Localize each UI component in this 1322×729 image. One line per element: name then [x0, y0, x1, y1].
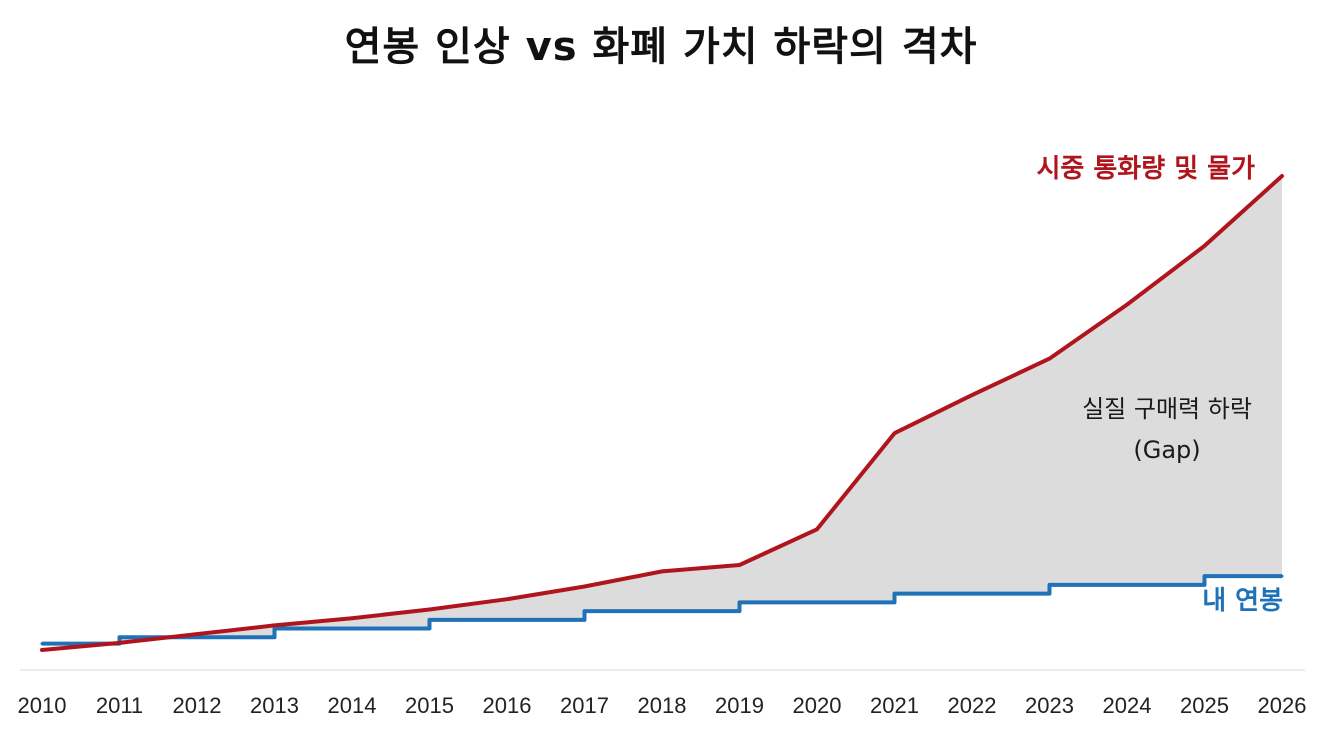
salary-point-2017 [583, 609, 586, 613]
money-supply-point-2026 [1280, 174, 1284, 178]
x-tick-label-2011: 2011 [96, 693, 143, 718]
x-tick-label-2014: 2014 [328, 693, 377, 718]
money-supply-point-2012 [195, 632, 199, 636]
salary-point-2014 [350, 627, 354, 631]
money-supply-point-2019 [738, 563, 741, 567]
salary-point-2013 [273, 627, 276, 631]
salary-point-2024 [1125, 583, 1129, 587]
money-supply-point-2013 [273, 623, 276, 627]
salary-point-2021 [893, 592, 896, 596]
series-points [40, 174, 1284, 652]
salary-point-2010 [40, 642, 44, 646]
x-tick-label-2017: 2017 [560, 693, 609, 718]
x-tick-label-2023: 2023 [1025, 693, 1074, 718]
chart-title: 연봉 인상 vs 화폐 가치 하락의 격차 [344, 24, 978, 70]
x-tick-label-2021: 2021 [870, 693, 919, 718]
x-tick-label-2010: 2010 [18, 693, 67, 718]
money-supply-point-2025 [1203, 244, 1206, 248]
x-tick-label-2022: 2022 [948, 693, 997, 718]
money-supply-point-2017 [583, 584, 586, 588]
gap-annotation-line1: 실질 구매력 하락 [1082, 395, 1252, 423]
x-tick-label-2013: 2013 [250, 693, 299, 718]
money-supply-point-2016 [505, 597, 509, 601]
series-label-money-supply: 시중 통화량 및 물가 [1036, 154, 1255, 184]
salary-point-2026 [1280, 574, 1284, 578]
money-supply-point-2022 [970, 393, 974, 397]
money-supply-point-2018 [660, 569, 664, 573]
salary-point-2022 [970, 592, 974, 596]
x-tick-label-2026: 2026 [1258, 693, 1307, 718]
x-tick-label-2012: 2012 [173, 693, 222, 718]
gap-annotation-line2: (Gap) [1133, 436, 1200, 464]
money-supply-point-2010 [40, 648, 44, 652]
series-label-salary: 내 연봉 [1202, 586, 1283, 616]
gap-area [119, 175, 1282, 643]
money-supply-point-2014 [350, 616, 354, 620]
money-supply-point-2021 [893, 431, 896, 435]
x-tick-label-2020: 2020 [793, 693, 842, 718]
salary-point-2011 [118, 635, 121, 639]
money-supply-point-2020 [815, 527, 819, 531]
salary-point-2020 [815, 600, 819, 604]
money-supply-point-2024 [1125, 303, 1129, 307]
salary-point-2015 [428, 618, 431, 622]
x-tick-label-2019: 2019 [715, 693, 764, 718]
x-tick-label-2018: 2018 [638, 693, 687, 718]
x-tick-label-2016: 2016 [483, 693, 532, 718]
x-tick-label-2024: 2024 [1103, 693, 1152, 718]
salary-point-2016 [505, 618, 509, 622]
x-tick-label-2025: 2025 [1180, 693, 1229, 718]
money-supply-point-2011 [118, 641, 121, 645]
salary-point-2018 [660, 609, 664, 613]
salary-point-2023 [1048, 583, 1051, 587]
money-supply-point-2023 [1048, 357, 1051, 361]
salary-point-2012 [195, 635, 199, 639]
x-tick-label-2015: 2015 [405, 693, 454, 718]
x-axis-ticks: 2010 2011 2012 2013 2014 2015 2016 2017 2018 2019… [18, 693, 1307, 718]
salary-point-2019 [738, 600, 741, 604]
salary-point-2025 [1203, 574, 1206, 578]
money-supply-point-2015 [428, 608, 431, 612]
